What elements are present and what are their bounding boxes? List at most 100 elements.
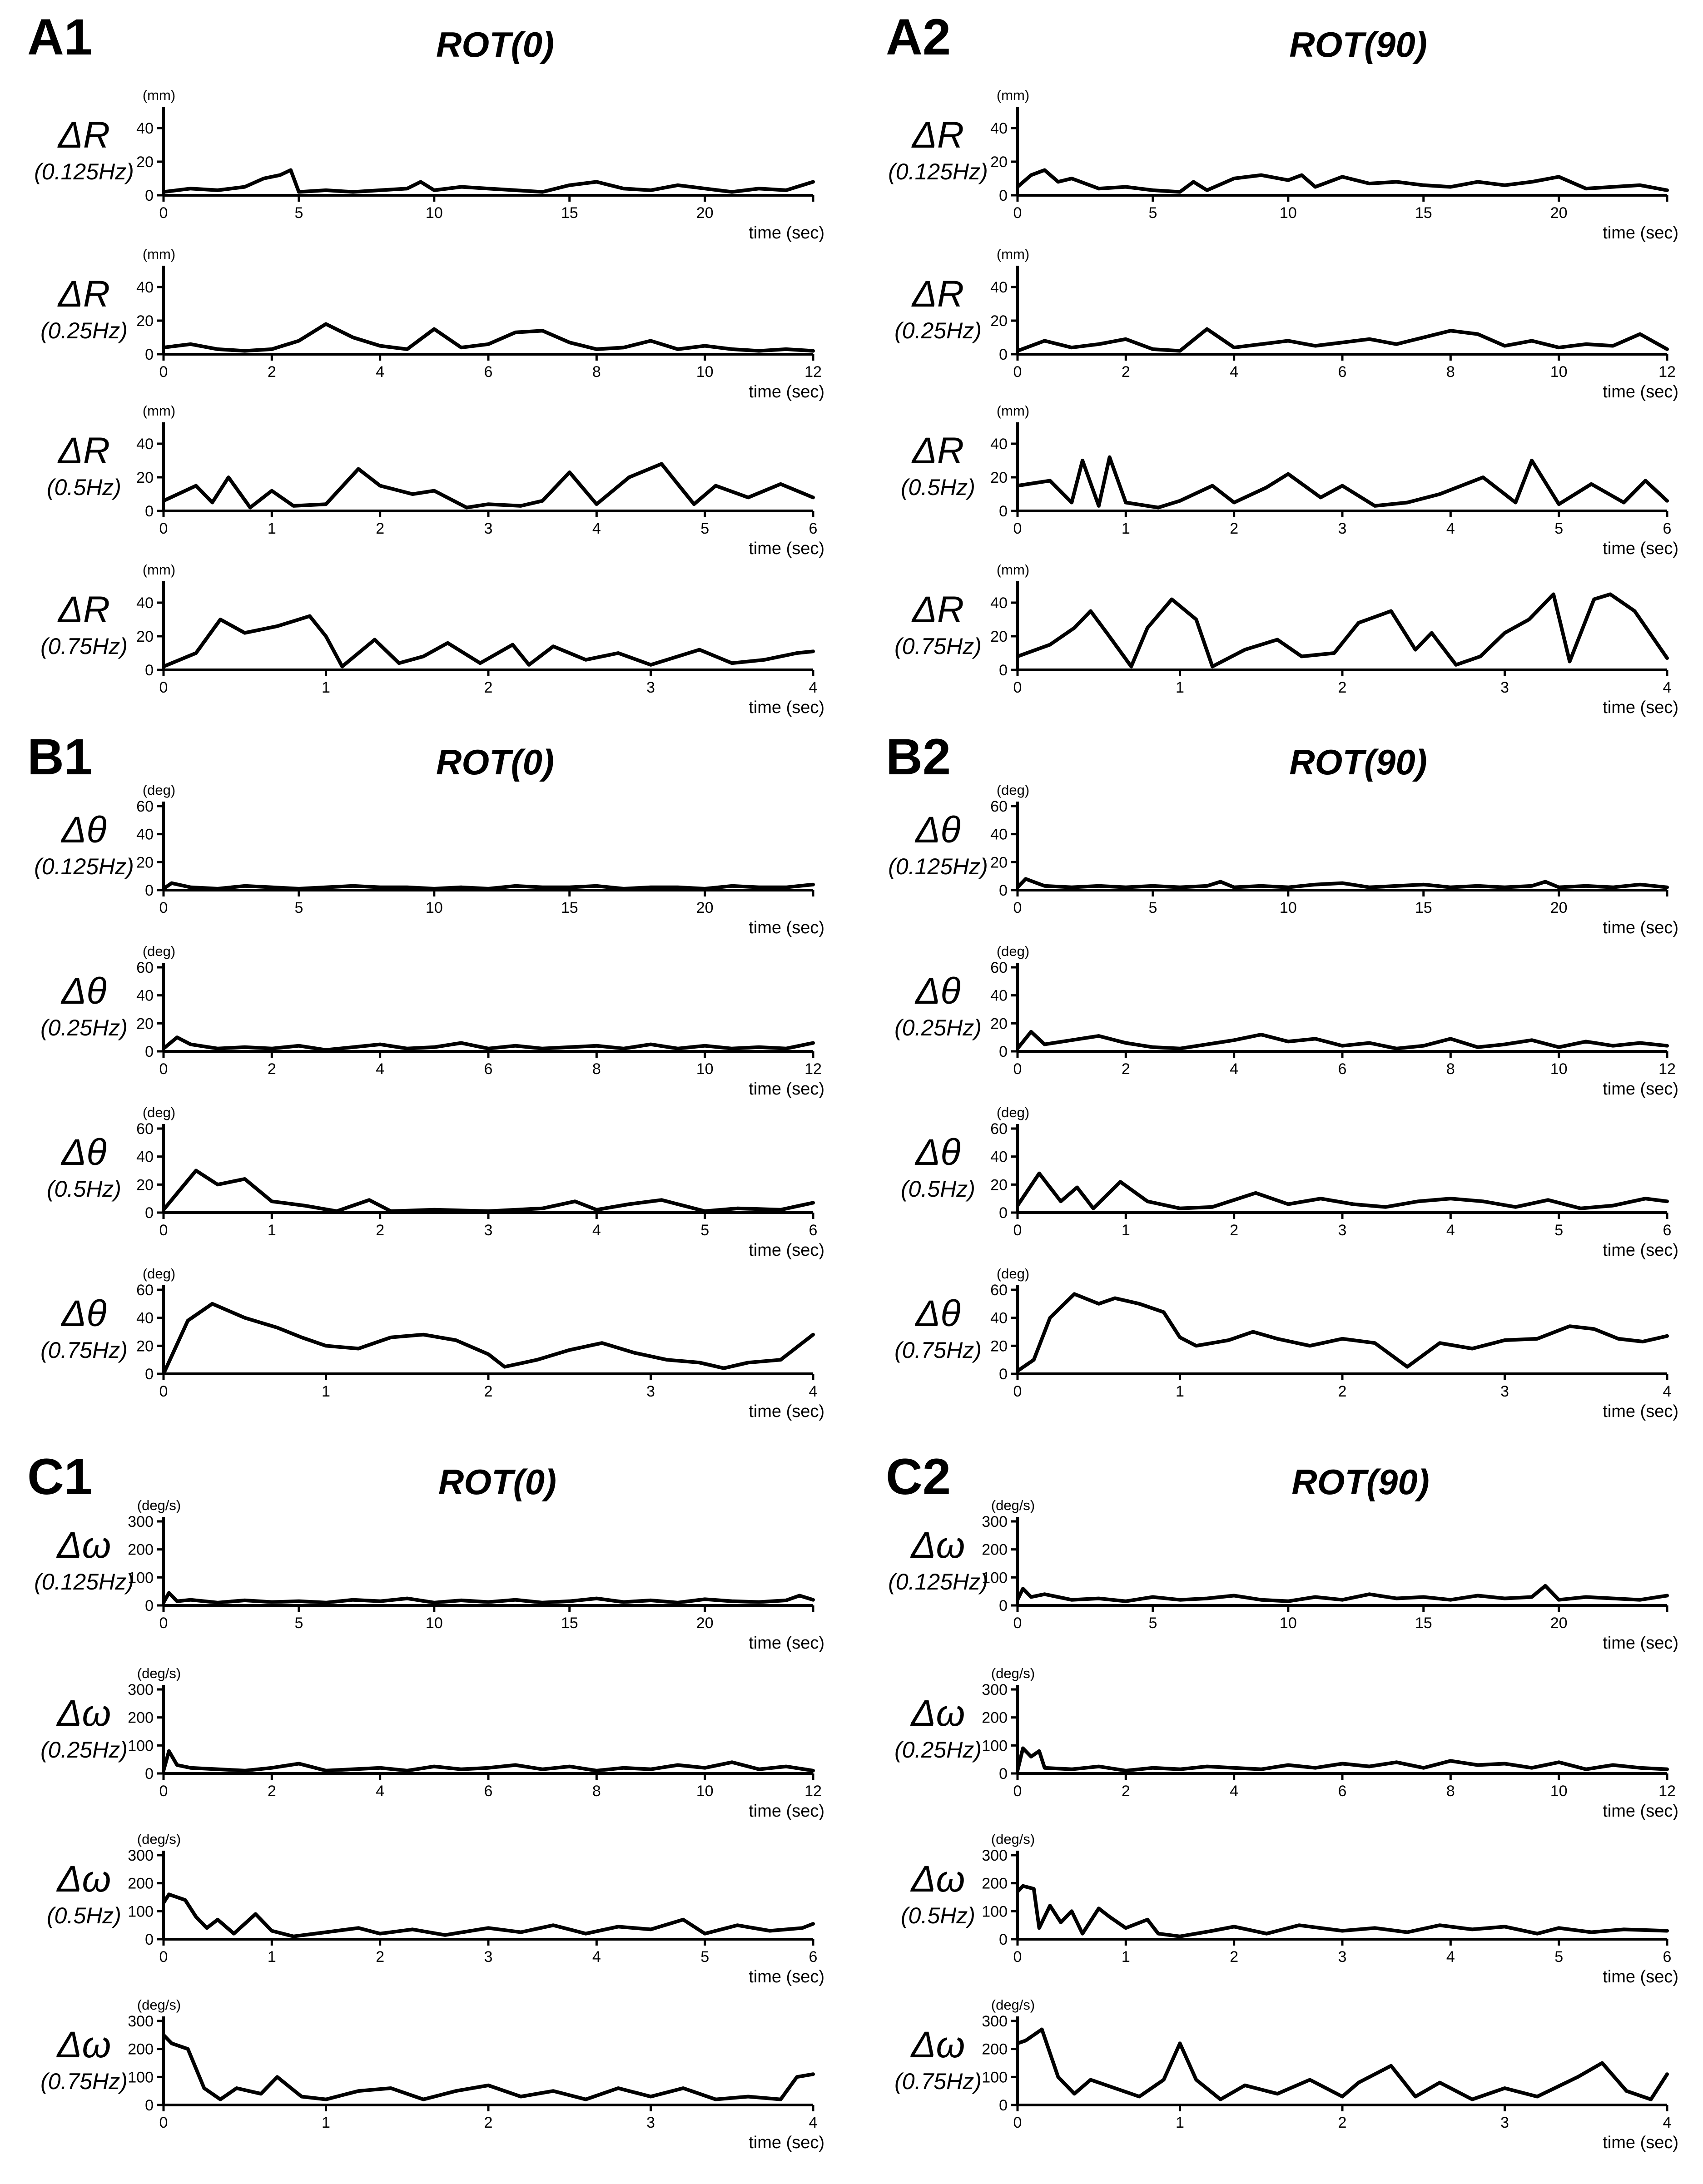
series-line [1016,455,1669,510]
x-tick-label: 1 [1176,1383,1184,1400]
x-axis-label: time (sec) [749,1634,824,1653]
x-tick-label: 12 [1658,1783,1676,1800]
x-tick-label: 15 [1415,899,1432,916]
frequency-label: (0.5Hz) [47,1176,121,1202]
panel-label-b1: B1 [27,728,92,785]
y-tick-label: 20 [136,154,154,171]
x-tick-label: 5 [1148,1614,1157,1632]
x-tick-label: 20 [696,204,714,222]
frequency-label: (0.25Hz) [894,1737,982,1763]
y-tick-label: 40 [136,1310,154,1327]
x-tick-label: 10 [1550,363,1568,381]
series-line [162,1749,815,1773]
subplot-c2-10: 0 100 200 300 0 1 2 3 4 5 6 (deg/s) time (sec) Δω (0.5… [901,1831,1678,1986]
x-axis-label: time (sec) [749,1802,824,1821]
y-axis-label: Δω [910,1525,965,1566]
y-axis-label: Δθ [914,809,961,851]
x-axis-label: time (sec) [749,1967,824,1986]
x-tick-label: 1 [268,520,276,537]
y-tick-label: 0 [999,1366,1008,1383]
subplot-a1-1: 0 20 40 0 2 4 6 8 10 12 (mm) time (sec) ΔR (0.25Hz) [40,246,824,401]
y-tick-label: 100 [982,1903,1008,1920]
series-line [162,1169,815,1213]
series-line [1016,2027,1669,2101]
subplot-b1-5: 0 20 40 60 0 2 4 6 8 10 12 (deg) time (sec) Δθ (0.25Hz… [40,943,824,1099]
y-axis-label: ΔR [911,430,964,471]
x-tick-label: 2 [268,363,276,381]
y-axis-label: ΔR [57,430,110,471]
x-tick-label: 0 [159,2114,168,2131]
y-tick-label: 20 [990,312,1008,330]
x-axis-label: time (sec) [1603,918,1678,937]
y-tick-label: 0 [145,1043,154,1060]
x-tick-label: 5 [1554,1948,1563,1966]
panel-title-a2: ROT(90) [1289,25,1427,64]
x-tick-label: 4 [1230,363,1238,381]
y-tick-label: 300 [982,1847,1008,1864]
x-axis-label: time (sec) [749,1241,824,1260]
x-tick-label: 10 [1280,899,1297,916]
subplot-c2-8: 0 100 200 300 0 5 10 15 20 (deg/s) time (sec) Δω (0.… [888,1497,1678,1653]
unit-label: (mm) [143,246,175,262]
x-tick-label: 0 [1013,1383,1022,1400]
y-tick-label: 100 [982,1569,1008,1586]
series-line [162,1591,815,1605]
x-tick-label: 6 [484,363,493,381]
frequency-label: (0.75Hz) [894,634,982,659]
subplot-b2-6: 0 20 40 60 0 1 2 3 4 5 6 (deg) time (sec) Δθ (0.5Hz) [901,1104,1678,1260]
x-tick-label: 10 [696,1060,714,1078]
y-tick-label: 20 [990,628,1008,645]
svg-text:B1: B1 [27,728,92,785]
y-axis-label: ΔR [911,589,964,630]
frequency-label: (0.25Hz) [40,1737,128,1763]
series-line [1016,877,1669,889]
x-axis-label: time (sec) [749,1080,824,1099]
x-tick-label: 15 [561,1614,578,1632]
unit-label: (mm) [997,403,1029,419]
frequency-label: (0.25Hz) [894,1015,982,1040]
svg-text:A1: A1 [27,9,92,65]
subplot-a2-2: 0 20 40 0 1 2 3 4 5 6 (mm) time (sec) ΔR (0.5Hz) [901,403,1678,558]
y-tick-label: 0 [999,1597,1008,1614]
x-tick-label: 10 [426,1614,443,1632]
y-tick-label: 100 [128,2069,154,2086]
unit-label: (deg/s) [137,1831,181,1847]
x-tick-label: 6 [1663,1948,1672,1966]
y-tick-label: 40 [136,279,154,296]
x-tick-label: 0 [1013,520,1022,537]
svg-text:ROT(0): ROT(0) [438,1462,556,1502]
subplot-c2-9: 0 100 200 300 0 2 4 6 8 10 12 (deg/s) time (sec) Δω (0… [894,1665,1678,1821]
x-tick-label: 0 [159,1948,168,1966]
x-axis-label: time (sec) [749,382,824,401]
x-tick-label: 6 [1338,1783,1347,1800]
x-tick-label: 0 [1013,2114,1022,2131]
x-tick-label: 8 [592,1060,601,1078]
panel-label-a1: A1 [27,9,92,65]
y-tick-label: 200 [982,1541,1008,1559]
x-tick-label: 4 [376,1060,384,1078]
y-axis-label: Δω [56,1693,111,1734]
x-tick-label: 1 [1176,679,1184,696]
x-axis-label: time (sec) [749,223,824,243]
subplot-b1-6: 0 20 40 60 0 1 2 3 4 5 6 (deg) time (sec) Δθ (0.5Hz) [47,1104,824,1260]
x-tick-label: 0 [159,1383,168,1400]
x-tick-label: 8 [592,1783,601,1800]
subplot-a2-3: 0 20 40 0 1 2 3 4 (mm) time (sec) ΔR (0.75Hz) [894,562,1678,717]
y-tick-label: 300 [982,1681,1008,1699]
y-tick-label: 40 [136,594,154,612]
x-tick-label: 5 [700,520,709,537]
y-tick-label: 40 [990,120,1008,137]
svg-text:B2: B2 [886,728,951,785]
frequency-label: (0.125Hz) [888,159,988,184]
y-tick-label: 200 [982,1709,1008,1727]
subplot-b2-5: 0 20 40 60 0 2 4 6 8 10 12 (deg) time (sec) Δθ (0.25Hz… [894,943,1678,1099]
x-tick-label: 5 [1148,204,1157,222]
frequency-label: (0.125Hz) [888,854,988,879]
x-tick-label: 3 [646,2114,655,2131]
y-tick-label: 200 [128,1709,154,1727]
frequency-label: (0.75Hz) [894,1337,982,1363]
x-tick-label: 3 [1338,1222,1347,1239]
y-axis-label: Δω [910,2024,965,2065]
y-axis-label: ΔR [911,273,964,315]
x-tick-label: 15 [1415,1614,1432,1632]
